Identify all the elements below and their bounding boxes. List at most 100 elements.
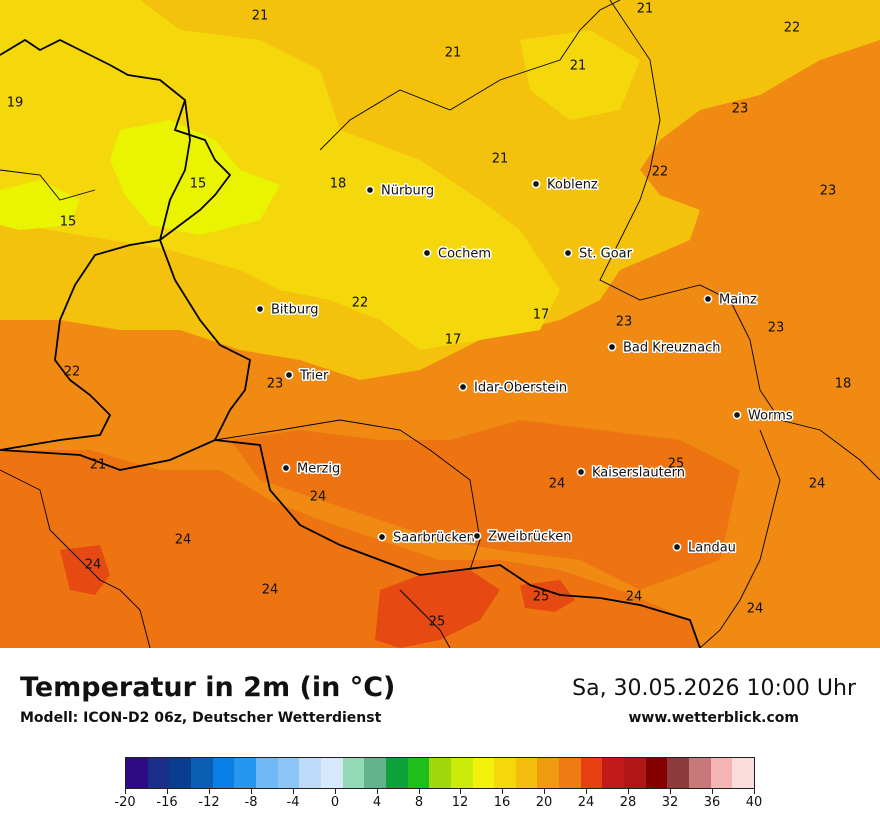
city-label-bad-kreuznach: Bad Kreuznach <box>623 341 721 356</box>
colorbar-tick <box>293 789 294 794</box>
colorbar-segment <box>450 758 473 788</box>
temp-zone-16-18 <box>0 0 560 350</box>
colorbar-tick-label: -16 <box>156 795 178 810</box>
temperature-value-label: 21 <box>252 9 269 24</box>
colorbar-segment <box>667 758 690 788</box>
temperature-value-label: 25 <box>668 457 685 472</box>
city-label-worms: Worms <box>748 409 793 424</box>
colorbar-segment <box>234 758 256 788</box>
border-hesse <box>599 0 880 481</box>
colorbar-segment <box>277 758 300 788</box>
colorbar-segment <box>385 758 408 788</box>
colorbar-segment <box>624 758 646 788</box>
city-label-st-goar: St. Goar <box>579 247 633 262</box>
colorbar-tick <box>460 789 461 794</box>
city-marker-trier <box>284 370 294 380</box>
website-link: www.wetterblick.com <box>628 710 800 726</box>
city-label-cochem: Cochem <box>438 247 491 262</box>
border-belgium-west <box>0 169 96 201</box>
border-bw <box>699 429 781 648</box>
colorbar-tick <box>335 789 336 794</box>
colorbar-tick-label: 24 <box>577 795 595 810</box>
city-label-koblenz: Koblenz <box>547 178 598 193</box>
city-markers: Nürburg Koblenz Cochem St. Goar Mainz Bitburg… <box>255 176 794 557</box>
colorbar-segment <box>645 758 668 788</box>
city-label-zweibr-cken: Zweibrücken <box>488 530 571 545</box>
colorbar-tick-label: 12 <box>451 795 469 810</box>
colorbar-tick <box>419 789 420 794</box>
temperature-value-label: 17 <box>533 308 550 323</box>
temperature-value-label: 24 <box>85 558 102 573</box>
country-borders <box>0 38 701 648</box>
colorbar-tick <box>251 789 252 794</box>
city-marker-worms <box>732 410 742 420</box>
temperature-value-label: 25 <box>533 590 550 605</box>
temperature-value-label: 21 <box>492 152 509 167</box>
colorbar-segment <box>494 758 516 788</box>
colorbar-segment <box>299 758 321 788</box>
colorbar-tick <box>544 789 545 794</box>
city-marker-merzig <box>281 463 291 473</box>
map-title: Temperatur in 2m (in °C) <box>20 672 396 703</box>
temp-zone-26-28c <box>520 580 575 612</box>
colorbar-ticks: -20 -16 -12 -8 -4 0 4 8 12 16 20 24 28 32 36 40 <box>114 789 762 813</box>
temperature-value-label: 24 <box>310 490 327 505</box>
city-marker-n-rburg <box>365 185 375 195</box>
city-marker-zweibr-cken <box>472 531 482 541</box>
city-marker-bad-kreuznach <box>607 342 617 352</box>
colorbar-tick-label: 28 <box>619 795 637 810</box>
temp-zone-16-18b <box>520 30 640 120</box>
temperature-value-label: 24 <box>262 583 279 598</box>
temperature-value-label: 21 <box>90 458 107 473</box>
temperature-value-label: 19 <box>7 96 24 111</box>
temperature-value-label: 18 <box>835 377 852 392</box>
temperature-value-label: 21 <box>445 46 462 61</box>
colorbar-segment <box>559 758 581 788</box>
forecast-datetime: Sa, 30.05.2026 10:00 Uhr <box>572 676 856 701</box>
temperature-value-label: 22 <box>352 296 369 311</box>
state-borders <box>0 0 880 648</box>
city-marker-landau <box>672 542 682 552</box>
temperature-value-label: 18 <box>330 177 347 192</box>
temperature-colorbar <box>125 757 755 789</box>
temperature-value-label: 24 <box>747 602 764 617</box>
colorbar-tick-label: 4 <box>372 795 382 810</box>
temperature-labels: 21 21 21 21 22 19 23 21 22 15 18 15 23 22 17 23 23 17 22 23… <box>7 2 852 630</box>
temperature-value-label: 21 <box>637 2 654 17</box>
colorbar-tick-label: 16 <box>493 795 511 810</box>
temperature-value-label: 23 <box>820 184 837 199</box>
colorbar-tick-label: 36 <box>703 795 721 810</box>
city-label-n-rburg: Nürburg <box>381 184 434 199</box>
temp-zone-14-16 <box>110 120 280 235</box>
colorbar-segment <box>255 758 278 788</box>
colorbar-tick <box>209 789 210 794</box>
border-lux-de <box>159 99 251 441</box>
border-france-west <box>0 469 151 648</box>
colorbar-segment <box>515 758 538 788</box>
colorbar-tick-label: 0 <box>330 795 340 810</box>
colorbar-tick-label: 20 <box>535 795 553 810</box>
city-label-kaiserslautern: Kaiserslautern <box>592 466 685 481</box>
city-label-landau: Landau <box>688 541 736 556</box>
temperature-value-label: 24 <box>626 590 643 605</box>
city-label-bitburg: Bitburg <box>271 303 319 318</box>
colorbar-tick-label: -20 <box>114 795 136 810</box>
colorbar-segment <box>710 758 733 788</box>
border-nrw <box>319 0 621 151</box>
city-label-idar-oberstein: Idar-Oberstein <box>474 381 567 396</box>
colorbar-segment <box>429 758 451 788</box>
colorbar-tick <box>670 789 671 794</box>
city-marker-mainz <box>703 294 713 304</box>
colorbar-tick-label: -12 <box>198 795 220 810</box>
city-marker-idar-oberstein <box>458 382 468 392</box>
colorbar-segment <box>147 758 170 788</box>
map-footer: Temperatur in 2m (in °C) Modell: ICON-D2… <box>0 648 880 830</box>
colorbar-tick <box>167 789 168 794</box>
colorbar-segment <box>342 758 365 788</box>
border-lux-be-north <box>0 38 232 451</box>
colorbar-tick <box>586 789 587 794</box>
colorbar-tick <box>628 789 629 794</box>
colorbar-segment <box>472 758 495 788</box>
colorbar-segment <box>732 758 755 788</box>
temperature-value-label: 24 <box>549 477 566 492</box>
